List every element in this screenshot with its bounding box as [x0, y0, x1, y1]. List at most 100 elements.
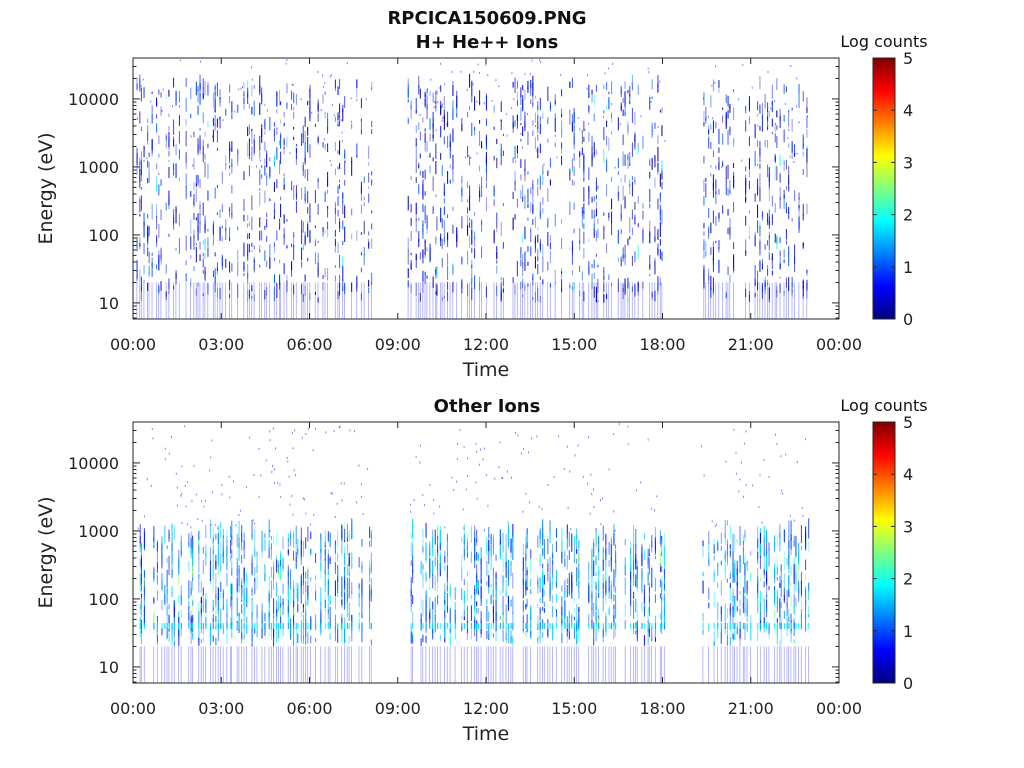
spectrogram-bin: [651, 291, 653, 298]
spectrogram-bin: [617, 157, 619, 160]
spectrogram-bin: [568, 590, 570, 594]
spectrogram-bin: [543, 646, 545, 683]
spectrogram-bin: [759, 76, 761, 90]
spectrogram-bin: [615, 594, 617, 609]
spectrogram-bin: [633, 623, 635, 629]
x-axis-label: Time: [462, 359, 510, 381]
spectrogram-bin: [190, 623, 192, 629]
spectrogram-bin: [569, 284, 571, 289]
spectrogram-bin: [273, 182, 275, 192]
spectrogram-bin: [474, 585, 476, 596]
spectrogram-bin: [369, 623, 371, 629]
spectrogram-bin: [729, 623, 731, 629]
spectrogram-bin: [530, 558, 532, 574]
spectrogram-bin: [493, 126, 495, 130]
spectrogram-bin: [718, 157, 720, 170]
spectrogram-bin: [631, 209, 633, 220]
spectrogram-bin: [435, 291, 437, 295]
spectrogram-bin: [139, 196, 141, 204]
spectrogram-bin: [225, 227, 227, 240]
spectrogram-bin: [469, 105, 471, 111]
spectrogram-bin: [301, 230, 303, 245]
spectrogram-bin: [611, 114, 613, 123]
spectrogram-bin: [444, 590, 446, 610]
colorbar-tick-label: 1: [903, 622, 913, 641]
spectrogram-bin: [610, 556, 612, 572]
spectrogram-bin: [537, 264, 539, 275]
spectrogram-bin: [337, 242, 339, 254]
spectrogram-bin: [537, 134, 539, 141]
spectrogram-bin: [339, 282, 341, 296]
spectrogram-bin: [139, 559, 141, 567]
spectrogram-bin: [269, 168, 271, 179]
spectrogram-bin: [295, 185, 297, 200]
spectrogram-bin: [593, 286, 595, 298]
spectrogram-bin: [265, 459, 267, 462]
spectrogram-bin: [629, 217, 631, 233]
spectrogram-bin: [143, 145, 145, 158]
spectrogram-bin: [734, 534, 736, 551]
spectrogram-bin: [248, 294, 250, 299]
spectrogram-bin: [192, 646, 193, 683]
spectrogram-bin: [520, 107, 522, 121]
spectrogram-bin: [218, 117, 220, 120]
spectrogram-bin: [293, 127, 295, 130]
spectrogram-bin: [178, 90, 180, 103]
spectrogram-bin: [651, 158, 653, 170]
spectrogram-bin: [554, 270, 556, 285]
spectrogram-bin: [418, 85, 420, 95]
spectrogram-bin: [339, 79, 341, 89]
spectrogram-bin: [774, 123, 776, 133]
spectrogram-bin: [806, 129, 808, 138]
spectrogram-bin: [573, 543, 575, 563]
spectrogram-bin: [578, 606, 580, 612]
spectrogram-bin: [452, 100, 454, 114]
spectrogram-bin: [573, 153, 575, 161]
spectrogram-bin: [136, 237, 138, 252]
spectrogram-bin: [588, 189, 590, 200]
spectrogram-bin: [613, 569, 615, 587]
spectrogram-bin: [512, 115, 514, 129]
spectrogram-bin: [412, 532, 414, 546]
spectrogram-bin: [650, 507, 652, 510]
spectrogram-bin: [192, 600, 194, 606]
spectrogram-bin: [368, 231, 370, 236]
spectrogram-bin: [137, 527, 139, 530]
spectrogram-bin: [624, 282, 626, 319]
spectrogram-bin: [767, 139, 769, 149]
spectrogram-bin: [783, 160, 785, 165]
spectrogram-bin: [334, 623, 337, 629]
spectrogram-bin: [477, 623, 479, 629]
spectrogram-bin: [176, 504, 178, 507]
spectrogram-bin: [329, 556, 331, 562]
spectrogram-bin: [477, 608, 479, 614]
spectrogram-bin: [542, 171, 544, 185]
spectrogram-bin: [231, 561, 233, 575]
spectrogram-bin: [566, 624, 568, 637]
spectrogram-bin: [439, 86, 441, 89]
spectrogram-bin: [637, 146, 639, 154]
spectrogram-bin: [798, 84, 800, 94]
spectrogram-bin: [537, 120, 539, 134]
spectrogram-bin: [783, 259, 785, 264]
spectrogram-bin: [649, 95, 651, 98]
spectrogram-bin: [422, 270, 424, 282]
spectrogram-bin: [202, 547, 204, 554]
spectrogram-bin: [190, 87, 192, 100]
spectrogram-bin: [561, 142, 563, 149]
spectrogram-bin: [637, 84, 639, 95]
spectrogram-bin: [502, 623, 504, 629]
spectrogram-bin: [164, 525, 166, 541]
spectrogram-bin: [583, 187, 585, 202]
spectrogram-bin: [642, 210, 644, 220]
spectrogram-bin: [216, 267, 218, 271]
spectrogram-bin: [178, 238, 180, 254]
spectrogram-bin: [649, 188, 651, 203]
spectrogram-bin: [230, 148, 231, 151]
spectrogram-bin: [742, 63, 744, 66]
spectrogram-bin: [221, 236, 223, 242]
spectrogram-bin: [276, 109, 278, 114]
spectrogram-bin: [444, 600, 446, 605]
spectrogram-bin: [178, 115, 180, 126]
spectrogram-bin: [705, 106, 707, 121]
